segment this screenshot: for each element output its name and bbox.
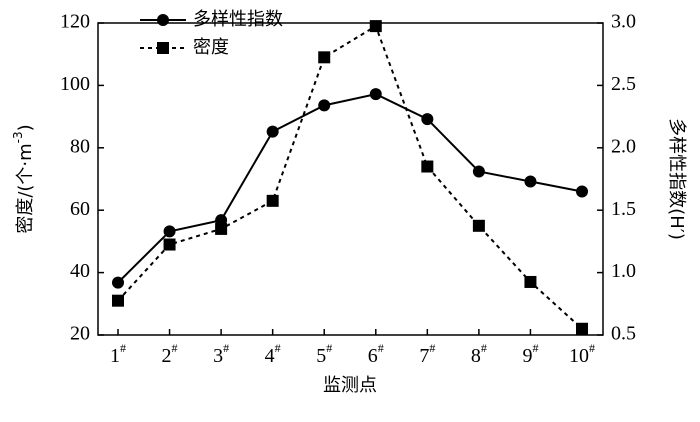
y-tick-label: 60 [70, 198, 90, 220]
data-point [266, 125, 279, 138]
y-tick-label: 120 [60, 11, 90, 33]
data-point [576, 185, 588, 198]
x-tick-label: 3# [213, 341, 229, 367]
data-point [576, 322, 588, 335]
x-tick-label: 8# [471, 341, 487, 367]
legend-label: 密度 [193, 37, 229, 58]
legend-marker [157, 14, 169, 26]
x-tick-label: 1# [110, 341, 126, 367]
data-point [421, 160, 434, 173]
x-tick-label: 7# [419, 341, 435, 367]
data-point [163, 238, 176, 251]
y2-tick-label: 2.5 [611, 73, 636, 95]
data-point [369, 20, 382, 33]
x-axis-label: 监测点 [323, 375, 377, 396]
data-point [524, 175, 537, 188]
x-tick-label: 9# [522, 341, 538, 367]
data-point [318, 99, 331, 112]
data-point [472, 165, 485, 178]
y2-tick-label: 2.0 [611, 135, 636, 157]
y2-tick-label: 1.5 [611, 198, 636, 220]
y2-tick-label: 3.0 [611, 11, 636, 33]
data-point [421, 113, 434, 126]
legend-marker [157, 42, 169, 54]
y-tick-label: 40 [70, 260, 90, 282]
x-tick-label: 4# [265, 341, 281, 367]
y2-axis-label: 多样性指数(H′) [666, 118, 687, 240]
data-point [472, 219, 485, 232]
x-tick-label: 10# [569, 341, 595, 367]
data-point [318, 51, 331, 64]
data-point [112, 294, 124, 307]
data-point [524, 275, 537, 288]
y2-tick-label: 1.0 [611, 260, 636, 282]
y-tick-label: 80 [70, 135, 90, 157]
y-tick-label: 20 [70, 323, 90, 345]
y-axis-label: 密度/(个·m-3) [11, 124, 37, 233]
series-line [117, 93, 583, 284]
x-tick-label: 6# [368, 341, 384, 367]
data-point [163, 225, 176, 238]
x-tick-label: 2# [162, 341, 178, 367]
x-tick-label: 5# [316, 341, 332, 367]
data-point [369, 88, 382, 101]
series-line [117, 24, 583, 330]
legend-label: 多样性指数 [193, 9, 283, 30]
data-point [266, 194, 279, 207]
y2-tick-label: 0.5 [611, 323, 636, 345]
data-point [215, 222, 228, 235]
data-point [112, 276, 124, 289]
y-tick-label: 100 [60, 73, 90, 95]
plot-frame [97, 22, 604, 336]
